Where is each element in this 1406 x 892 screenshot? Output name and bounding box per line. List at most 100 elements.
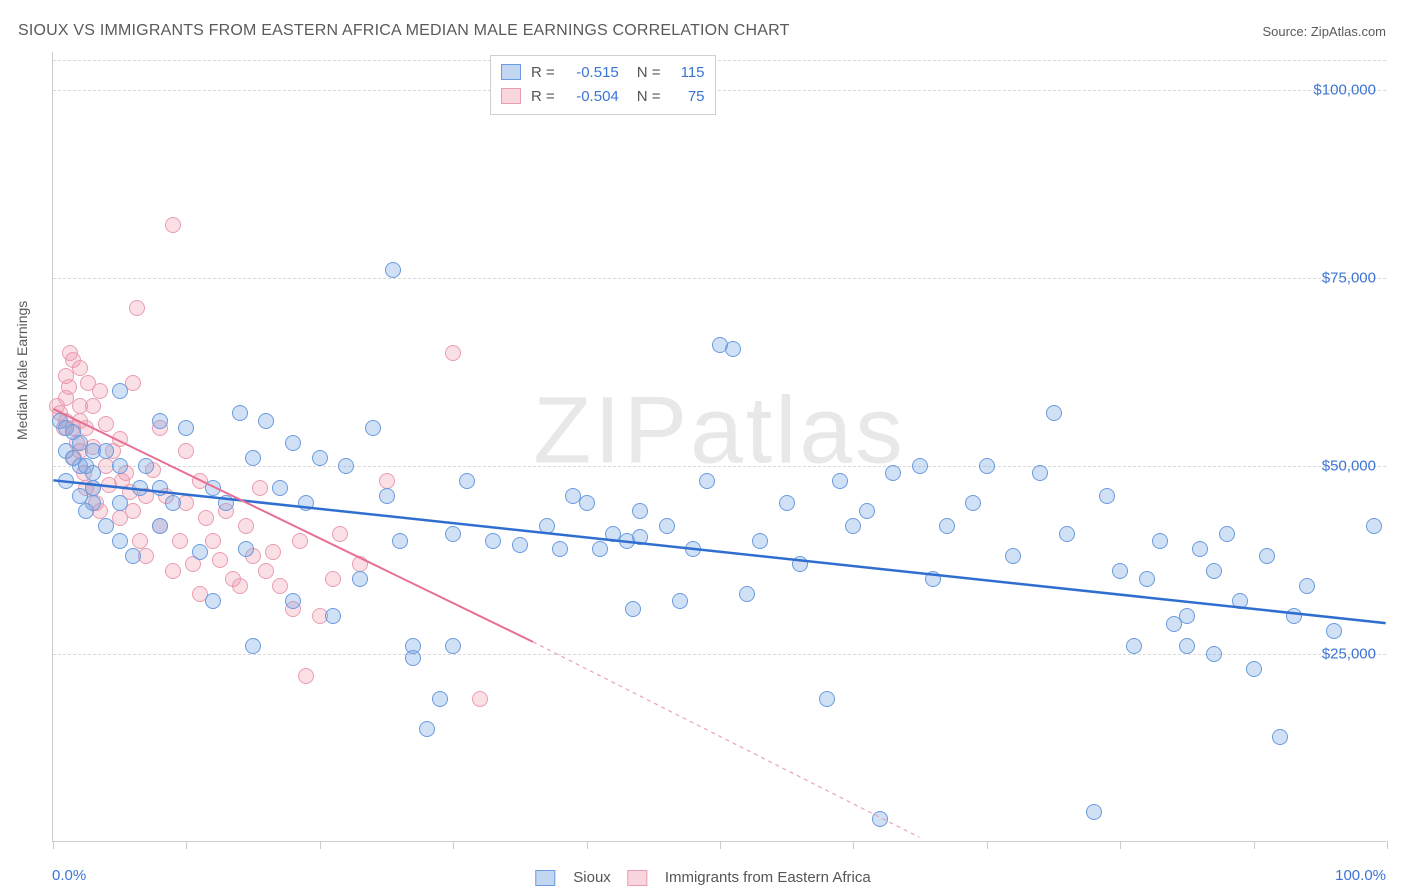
scatter-point	[445, 526, 461, 542]
r-value: -0.504	[561, 88, 619, 105]
x-tick	[587, 841, 588, 849]
scatter-point	[632, 529, 648, 545]
chart-plot-area: ZIPatlas $25,000$50,000$75,000$100,000	[52, 52, 1386, 842]
scatter-point	[1005, 548, 1021, 564]
scatter-point	[152, 413, 168, 429]
scatter-point	[792, 556, 808, 572]
r-label: R =	[531, 64, 555, 81]
x-tick	[1387, 841, 1388, 849]
scatter-point	[965, 495, 981, 511]
x-tick	[453, 841, 454, 849]
n-value: 115	[667, 64, 705, 81]
scatter-point	[859, 503, 875, 519]
scatter-point	[112, 431, 128, 447]
n-value: 75	[667, 88, 705, 105]
scatter-point	[205, 533, 221, 549]
scatter-point	[172, 533, 188, 549]
scatter-point	[779, 495, 795, 511]
scatter-point	[98, 443, 114, 459]
scatter-point	[125, 548, 141, 564]
scatter-point	[245, 638, 261, 654]
scatter-point	[312, 450, 328, 466]
scatter-point	[1272, 729, 1288, 745]
scatter-point	[112, 533, 128, 549]
scatter-point	[332, 526, 348, 542]
scatter-point	[1206, 646, 1222, 662]
scatter-point	[725, 341, 741, 357]
scatter-point	[1206, 563, 1222, 579]
scatter-point	[72, 360, 88, 376]
gridline	[53, 90, 1386, 91]
scatter-point	[152, 480, 168, 496]
trendline	[533, 642, 919, 837]
scatter-point	[61, 379, 77, 395]
scatter-point	[385, 262, 401, 278]
x-tick	[320, 841, 321, 849]
scatter-point	[1099, 488, 1115, 504]
scatter-point	[165, 217, 181, 233]
scatter-point	[592, 541, 608, 557]
scatter-point	[98, 416, 114, 432]
series-legend: SiouxImmigrants from Eastern Africa	[535, 869, 870, 886]
gridline	[53, 278, 1386, 279]
scatter-point	[258, 563, 274, 579]
scatter-point	[298, 495, 314, 511]
scatter-point	[979, 458, 995, 474]
scatter-point	[1299, 578, 1315, 594]
scatter-point	[265, 544, 281, 560]
scatter-point	[672, 593, 688, 609]
scatter-point	[419, 721, 435, 737]
scatter-point	[872, 811, 888, 827]
scatter-point	[178, 420, 194, 436]
scatter-point	[392, 533, 408, 549]
n-label: N =	[637, 64, 661, 81]
scatter-point	[85, 480, 101, 496]
scatter-point	[112, 495, 128, 511]
x-axis-end-label: 100.0%	[1335, 867, 1386, 884]
scatter-point	[298, 668, 314, 684]
source-label: Source: ZipAtlas.com	[1262, 24, 1386, 39]
scatter-point	[192, 544, 208, 560]
correlation-legend: R = -0.515 N = 115 R =-0.504N =75	[490, 55, 716, 115]
scatter-point	[1046, 405, 1062, 421]
scatter-point	[685, 541, 701, 557]
scatter-point	[832, 473, 848, 489]
scatter-point	[338, 458, 354, 474]
scatter-point	[292, 533, 308, 549]
scatter-point	[218, 495, 234, 511]
scatter-point	[659, 518, 675, 534]
scatter-point	[1086, 804, 1102, 820]
scatter-point	[165, 495, 181, 511]
scatter-point	[472, 691, 488, 707]
scatter-point	[1232, 593, 1248, 609]
scatter-point	[272, 480, 288, 496]
scatter-point	[112, 458, 128, 474]
scatter-point	[285, 593, 301, 609]
scatter-point	[238, 541, 254, 557]
correlation-row: R =-0.504N =75	[501, 84, 705, 108]
scatter-point	[1286, 608, 1302, 624]
scatter-point	[445, 345, 461, 361]
x-tick	[1254, 841, 1255, 849]
y-tick-label: $75,000	[1322, 269, 1376, 286]
chart-title: SIOUX VS IMMIGRANTS FROM EASTERN AFRICA …	[18, 22, 790, 40]
scatter-point	[1259, 548, 1275, 564]
scatter-point	[129, 300, 145, 316]
scatter-point	[92, 383, 108, 399]
scatter-point	[1059, 526, 1075, 542]
r-value: -0.515	[561, 64, 619, 81]
scatter-point	[379, 473, 395, 489]
scatter-point	[1326, 623, 1342, 639]
scatter-point	[58, 473, 74, 489]
x-tick	[1120, 841, 1121, 849]
scatter-point	[1179, 608, 1195, 624]
scatter-point	[1366, 518, 1382, 534]
scatter-point	[379, 488, 395, 504]
y-tick-label: $50,000	[1322, 457, 1376, 474]
x-axis-start-label: 0.0%	[52, 867, 86, 884]
scatter-point	[512, 537, 528, 553]
scatter-point	[178, 443, 194, 459]
scatter-point	[1112, 563, 1128, 579]
scatter-point	[232, 578, 248, 594]
scatter-point	[365, 420, 381, 436]
